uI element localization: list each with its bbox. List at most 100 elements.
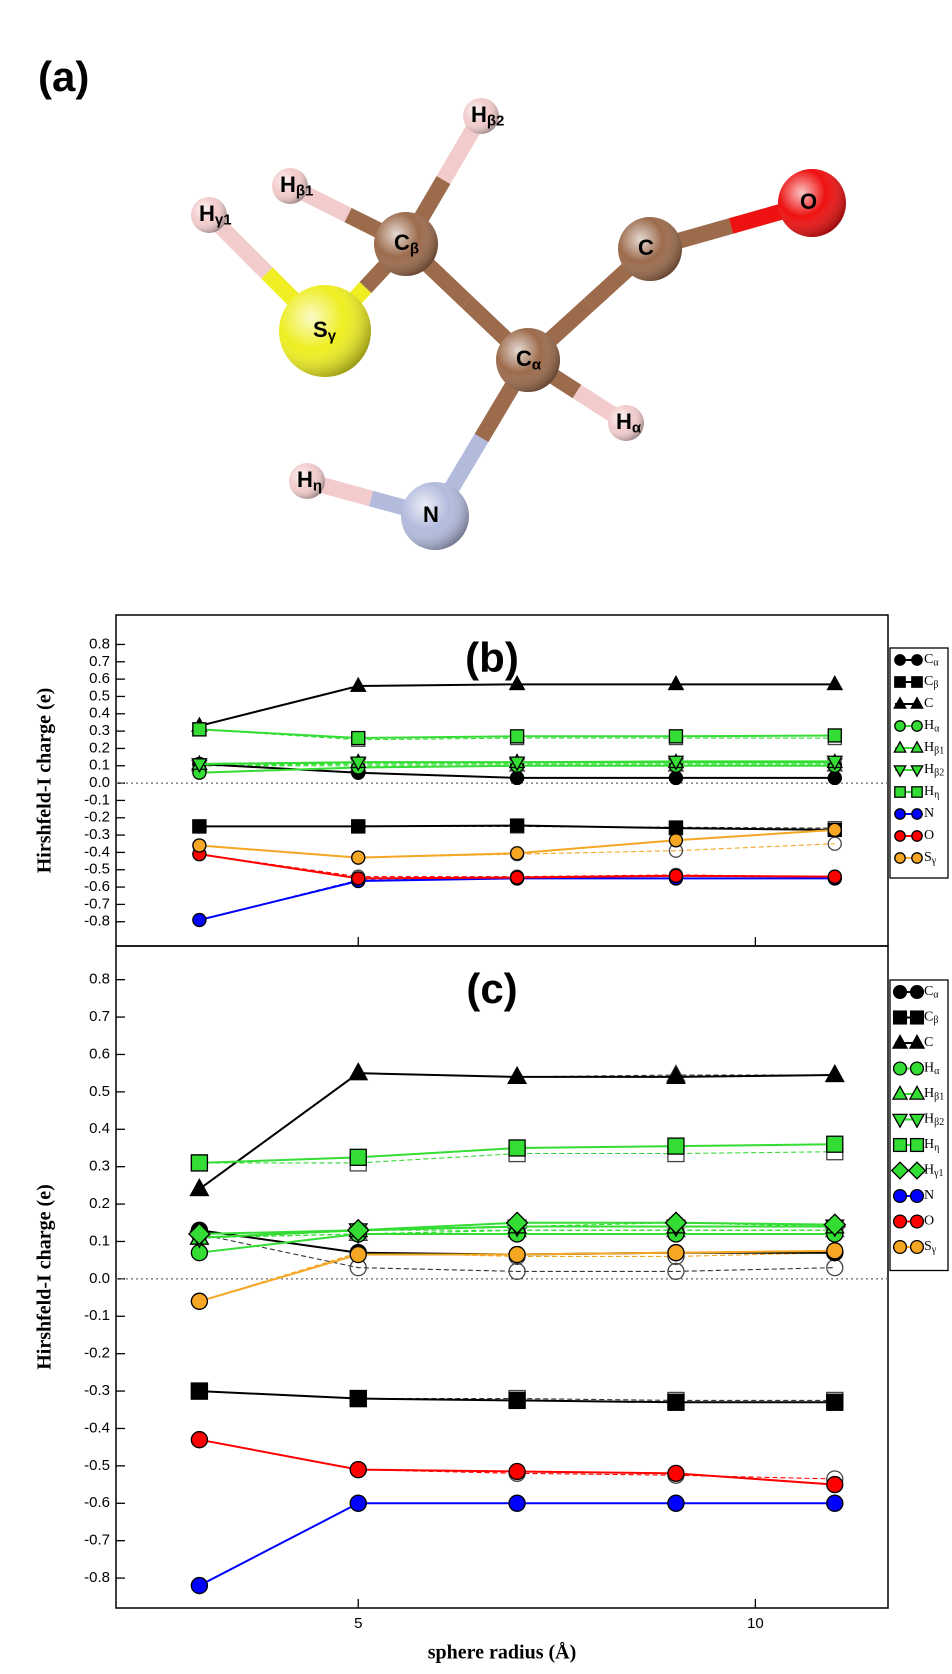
marker <box>349 1064 367 1080</box>
marker <box>895 655 905 665</box>
marker <box>895 853 905 863</box>
marker <box>828 677 842 690</box>
legend-label: N <box>924 806 934 821</box>
legend-label: C <box>924 696 933 711</box>
y-tick-label: 0.6 <box>89 670 110 687</box>
y-tick-label: 0.8 <box>89 971 110 988</box>
figure: (a) Hγ1Hβ1Hβ2CβCOSγCαHαHηN0.80.70.60.50.… <box>0 0 952 1674</box>
marker <box>669 730 682 743</box>
marker <box>828 729 841 742</box>
panel-label: (b) <box>465 634 519 681</box>
legend-label: C <box>924 1035 933 1050</box>
y-tick-label: 0.4 <box>89 705 110 722</box>
marker <box>668 1495 684 1511</box>
marker <box>191 1432 207 1448</box>
marker <box>669 834 682 847</box>
marker <box>352 872 365 885</box>
marker <box>912 655 922 665</box>
y-axis-label: Hirshfeld-I charge (e) <box>34 688 56 874</box>
marker <box>827 1495 843 1511</box>
x-tick-label: 5 <box>354 1615 362 1632</box>
marker <box>669 677 683 690</box>
y-tick-label: 0.2 <box>89 739 110 756</box>
atom-label: O <box>800 189 817 214</box>
marker <box>352 820 365 833</box>
y-tick-label: 0.0 <box>89 1270 110 1287</box>
dashed-line <box>199 1073 834 1189</box>
marker <box>827 1136 843 1152</box>
y-tick-label: -0.7 <box>84 895 110 912</box>
marker <box>895 721 905 731</box>
y-tick-label: -0.8 <box>84 913 110 930</box>
series-line <box>199 684 834 726</box>
marker <box>193 723 206 736</box>
y-tick-label: -0.1 <box>84 1307 110 1324</box>
y-tick-label: 0.8 <box>89 635 110 652</box>
marker <box>912 721 922 731</box>
y-tick-label: 0.6 <box>89 1045 110 1062</box>
marker <box>828 823 841 836</box>
marker <box>191 1293 207 1309</box>
series-line <box>199 1503 834 1585</box>
y-tick-label: -0.3 <box>84 826 110 843</box>
y-tick-label: -0.3 <box>84 1382 110 1399</box>
y-tick-label: 0.5 <box>89 687 110 704</box>
marker <box>191 1155 207 1171</box>
marker <box>911 986 924 999</box>
y-tick-label: 0.5 <box>89 1083 110 1100</box>
marker <box>669 869 682 882</box>
marker <box>511 771 524 784</box>
marker <box>509 1140 525 1156</box>
y-tick-label: 0.0 <box>89 774 110 791</box>
marker <box>911 1215 924 1228</box>
y-tick-label: 0.2 <box>89 1195 110 1212</box>
marker <box>350 1495 366 1511</box>
y-tick-label: -0.2 <box>84 809 110 826</box>
marker <box>912 809 922 819</box>
dashed-line <box>199 684 834 726</box>
marker <box>352 732 365 745</box>
y-tick-label: -0.5 <box>84 861 110 878</box>
legend-label: N <box>924 1188 934 1203</box>
marker <box>668 1138 684 1154</box>
marker <box>827 1243 843 1259</box>
dashed-line <box>199 1503 834 1585</box>
y-tick-label: -0.4 <box>84 843 110 860</box>
marker <box>912 853 922 863</box>
marker <box>191 1578 207 1594</box>
atom-label: N <box>423 502 439 527</box>
y-tick-label: -0.1 <box>84 791 110 808</box>
panel-label: (c) <box>466 965 517 1012</box>
marker <box>509 1495 525 1511</box>
marker <box>912 831 922 841</box>
marker <box>668 1245 684 1261</box>
marker <box>669 771 682 784</box>
plot-frame <box>116 946 888 1608</box>
marker <box>827 1477 843 1493</box>
y-tick-label: -0.2 <box>84 1345 110 1362</box>
marker <box>350 1391 366 1407</box>
marker <box>895 677 905 687</box>
marker <box>895 831 905 841</box>
y-tick-label: -0.6 <box>84 878 110 895</box>
atom-label: C <box>638 235 654 260</box>
y-tick-label: -0.4 <box>84 1419 110 1436</box>
y-tick-label: 0.3 <box>89 722 110 739</box>
marker <box>894 1215 907 1228</box>
y-tick-label: 0.7 <box>89 1008 110 1025</box>
marker <box>895 787 905 797</box>
marker <box>894 986 907 999</box>
marker <box>827 1394 843 1410</box>
y-tick-label: 0.4 <box>89 1120 110 1137</box>
y-tick-label: 0.1 <box>89 1232 110 1249</box>
marker <box>509 1392 525 1408</box>
y-tick-label: 0.7 <box>89 653 110 670</box>
marker <box>669 822 682 835</box>
marker <box>668 1394 684 1410</box>
series-line <box>199 1073 834 1189</box>
y-tick-label: -0.5 <box>84 1457 110 1474</box>
marker <box>193 839 206 852</box>
y-tick-label: -0.6 <box>84 1494 110 1511</box>
marker <box>193 914 206 927</box>
marker <box>911 1011 924 1024</box>
